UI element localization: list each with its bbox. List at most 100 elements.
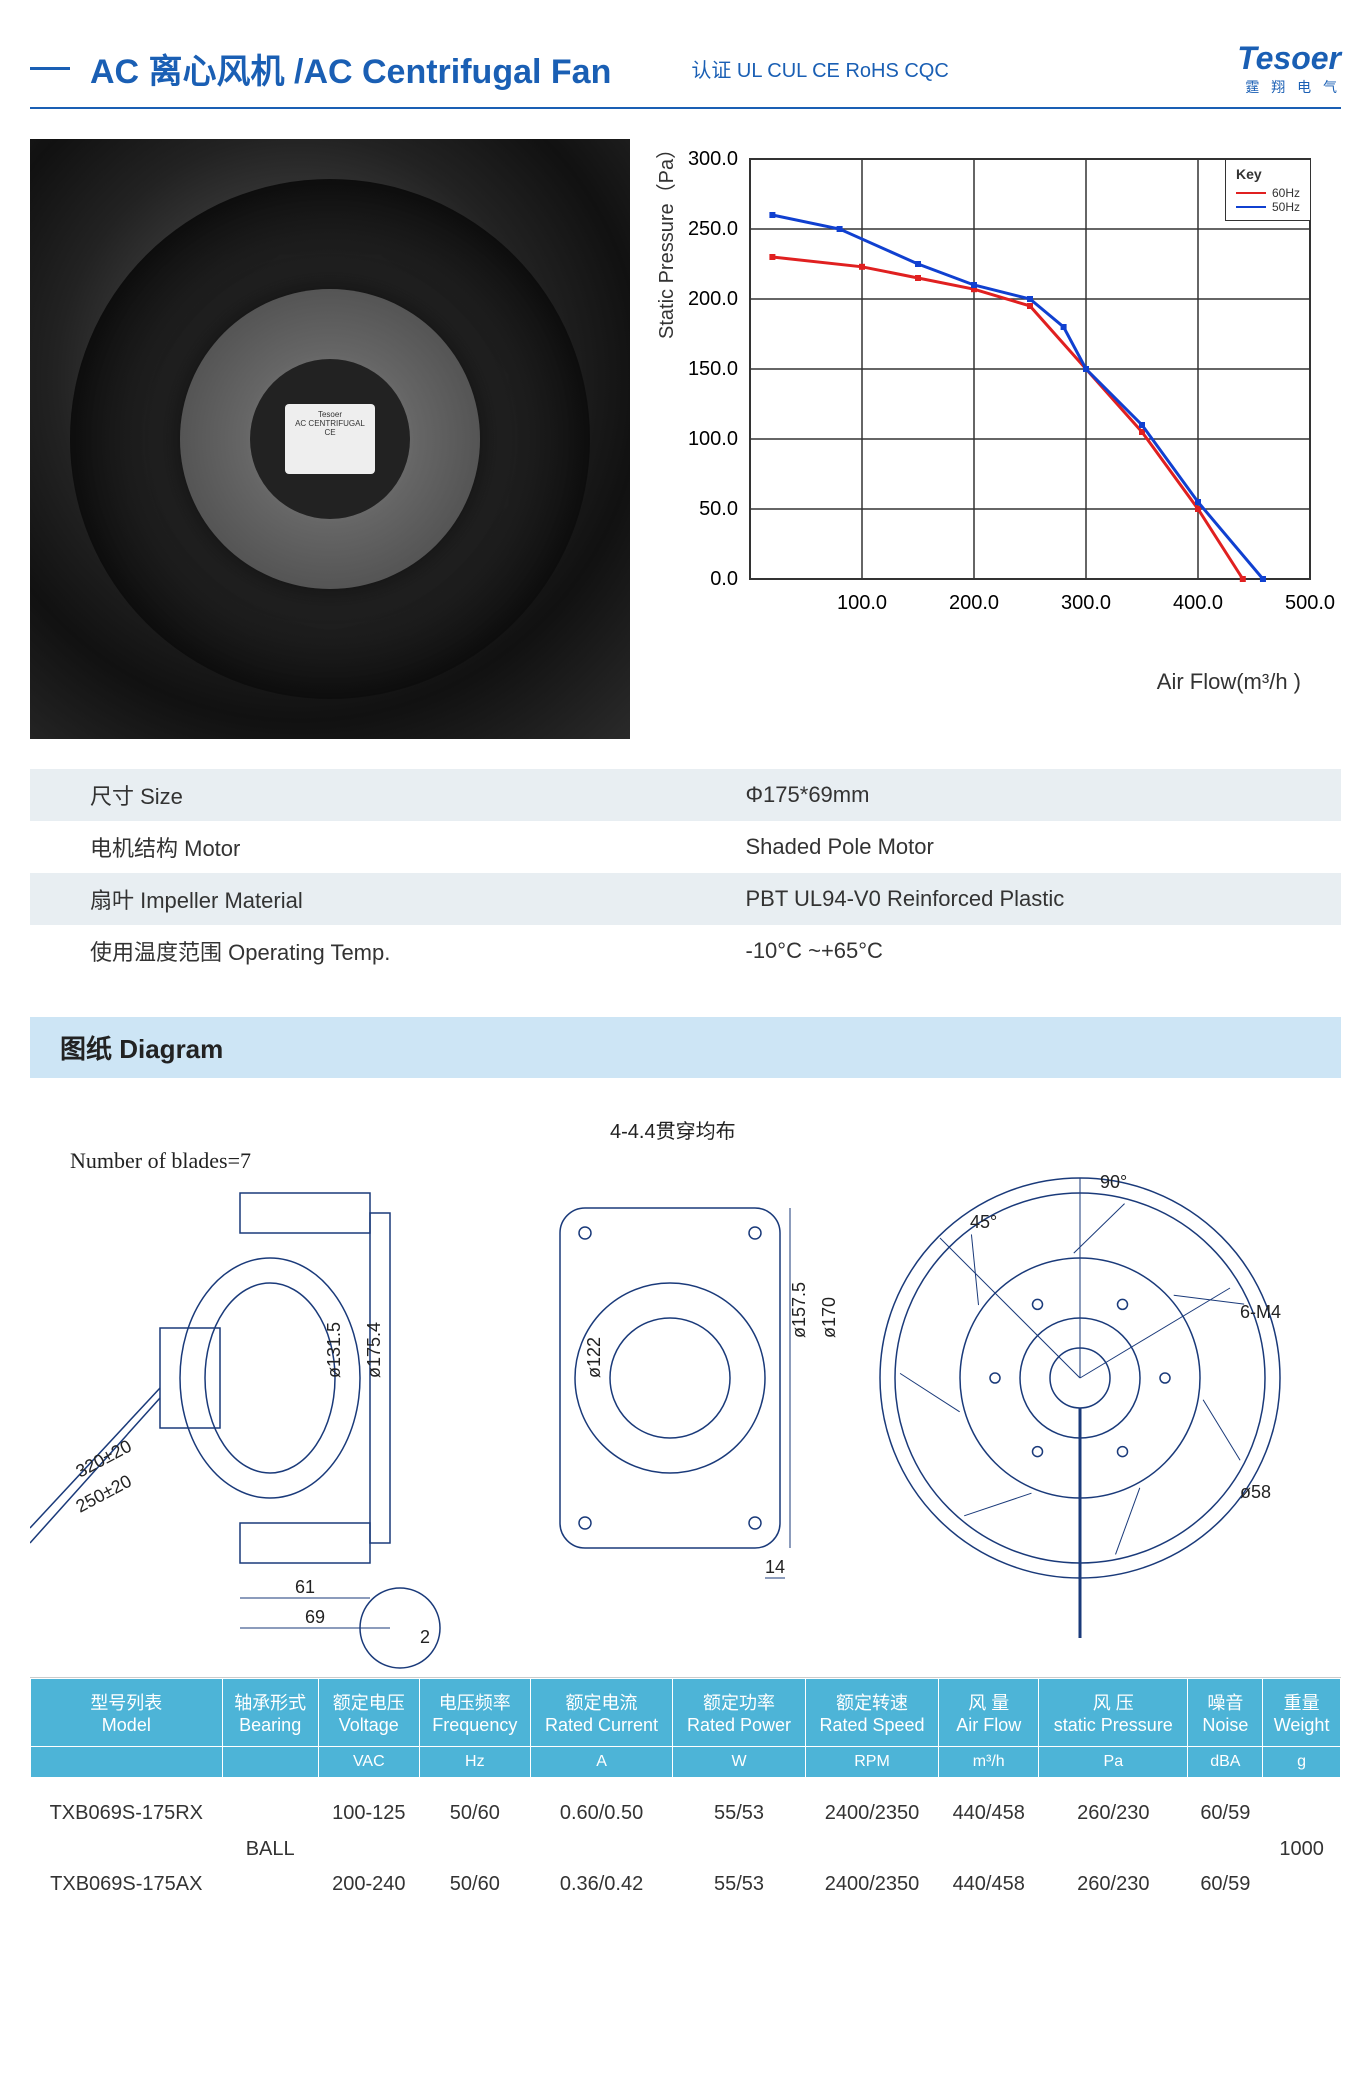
table-header: 噪音Noise [1188,1679,1263,1747]
technical-diagram: Number of blades=7320±20250±2061692ø131.… [30,1078,1341,1678]
logo-text: Tesoer [1237,40,1341,77]
legend-item: 50Hz [1236,200,1300,214]
header-divider [30,107,1341,109]
table-header: 轴承形式Bearing [222,1679,318,1747]
spec-row: 扇叶 Impeller MaterialPBT UL94-V0 Reinforc… [30,873,1341,925]
svg-text:100.0: 100.0 [837,592,887,614]
diagram-header: 图纸 Diagram [30,1017,1341,1078]
table-header: 风 量Air Flow [939,1679,1039,1747]
svg-text:ø175.4: ø175.4 [364,1322,384,1378]
table-header: 额定功率Rated Power [673,1679,805,1747]
svg-text:ø170: ø170 [819,1297,839,1338]
svg-text:69: 69 [305,1607,325,1627]
top-section: TesoerAC CENTRIFUGALCE Static Pressure（P… [30,139,1341,739]
table-header: 额定转速Rated Speed [805,1679,939,1747]
spec-value: PBT UL94-V0 Reinforced Plastic [686,873,1342,925]
table-cell: 2400/2350 [805,1849,939,1920]
table-unit: W [673,1747,805,1778]
table-unit: m³/h [939,1747,1039,1778]
svg-text:100.0: 100.0 [688,428,738,450]
svg-text:45°: 45° [970,1212,997,1232]
svg-text:6-M4: 6-M4 [1240,1302,1281,1322]
svg-text:4-4.4贯穿均布: 4-4.4贯穿均布 [610,1120,736,1143]
table-unit [222,1747,318,1778]
table-cell: TXB069S-175AX [31,1849,223,1920]
spec-label: 使用温度范围 Operating Temp. [30,925,686,977]
table-header: 电压频率Frequency [419,1679,530,1747]
table-cell: 260/230 [1039,1849,1188,1920]
svg-text:2: 2 [420,1627,430,1647]
svg-text:150.0: 150.0 [688,358,738,380]
table-cell: 60/59 [1188,1849,1263,1920]
product-photo: TesoerAC CENTRIFUGALCE [30,139,630,739]
table-unit: g [1263,1747,1341,1778]
svg-text:90°: 90° [1100,1172,1127,1192]
spec-label: 电机结构 Motor [30,821,686,873]
header-accent [30,67,70,70]
table-unit: VAC [318,1747,419,1778]
table-cell: 440/458 [939,1849,1039,1920]
svg-text:ø122: ø122 [584,1337,604,1378]
table-unit: dBA [1188,1747,1263,1778]
svg-text:Number of blades=7: Number of blades=7 [70,1148,251,1173]
svg-text:200.0: 200.0 [688,288,738,310]
spec-table: 尺寸 SizeΦ175*69mm电机结构 MotorShaded Pole Mo… [30,769,1341,977]
certifications: 认证 UL CUL CE RoHS CQC [691,54,948,83]
table-cell: TXB069S-175RX [31,1778,223,1850]
table-cell: 0.36/0.42 [530,1849,673,1920]
performance-chart: Static Pressure（Pa） 0.050.0100.0150.0200… [660,139,1341,739]
svg-text:250.0: 250.0 [688,218,738,240]
table-cell: 260/230 [1039,1778,1188,1850]
svg-text:300.0: 300.0 [688,148,738,170]
table-cell: 55/53 [673,1849,805,1920]
table-cell: 50/60 [419,1849,530,1920]
table-cell: BALL [222,1778,318,1921]
table-cell: 2400/2350 [805,1778,939,1850]
svg-text:14: 14 [765,1557,785,1577]
spec-row: 电机结构 MotorShaded Pole Motor [30,821,1341,873]
page-title: AC 离心风机 /AC Centrifugal Fan [90,44,611,93]
table-cell: 55/53 [673,1778,805,1850]
chart-legend: Key 60Hz50Hz [1225,159,1311,221]
table-cell: 0.60/0.50 [530,1778,673,1850]
page-header: AC 离心风机 /AC Centrifugal Fan 认证 UL CUL CE… [30,40,1341,97]
spec-row: 使用温度范围 Operating Temp.-10°C ~+65°C [30,925,1341,977]
svg-text:400.0: 400.0 [1173,592,1223,614]
table-cell: 200-240 [318,1849,419,1920]
data-table: 型号列表Model轴承形式Bearing额定电压Voltage电压频率Frequ… [30,1678,1341,1920]
table-header: 额定电流Rated Current [530,1679,673,1747]
table-header: 风 压static Pressure [1039,1679,1188,1747]
chart-y-label: Static Pressure（Pa） [650,139,679,339]
table-cell: 1000 [1263,1778,1341,1921]
legend-title: Key [1236,166,1300,182]
table-unit: A [530,1747,673,1778]
logo-subtitle: 霆 翔 电 气 [1237,77,1341,97]
svg-text:ø58: ø58 [1240,1482,1271,1502]
spec-label: 扇叶 Impeller Material [30,873,686,925]
svg-text:500.0: 500.0 [1285,592,1335,614]
brand-logo: Tesoer 霆 翔 电 气 [1237,40,1341,97]
spec-value: Shaded Pole Motor [686,821,1342,873]
table-cell: 60/59 [1188,1778,1263,1850]
svg-text:50.0: 50.0 [699,498,738,520]
svg-text:ø131.5: ø131.5 [324,1322,344,1378]
table-unit: RPM [805,1747,939,1778]
table-cell: 50/60 [419,1778,530,1850]
legend-item: 60Hz [1236,186,1300,200]
table-unit: Pa [1039,1747,1188,1778]
table-cell: 100-125 [318,1778,419,1850]
fan-label-sticker: TesoerAC CENTRIFUGALCE [285,404,375,474]
svg-text:0.0: 0.0 [710,568,738,590]
table-header: 型号列表Model [31,1679,223,1747]
table-header: 重量Weight [1263,1679,1341,1747]
table-header: 额定电压Voltage [318,1679,419,1747]
table-unit: Hz [419,1747,530,1778]
svg-text:200.0: 200.0 [949,592,999,614]
chart-x-label: Air Flow(m³/h ) [660,669,1341,695]
spec-value: Φ175*69mm [686,769,1342,821]
svg-text:ø157.5: ø157.5 [789,1282,809,1338]
table-unit [31,1747,223,1778]
table-cell: 440/458 [939,1778,1039,1850]
fan-illustration: TesoerAC CENTRIFUGALCE [70,179,590,699]
spec-value: -10°C ~+65°C [686,925,1342,977]
